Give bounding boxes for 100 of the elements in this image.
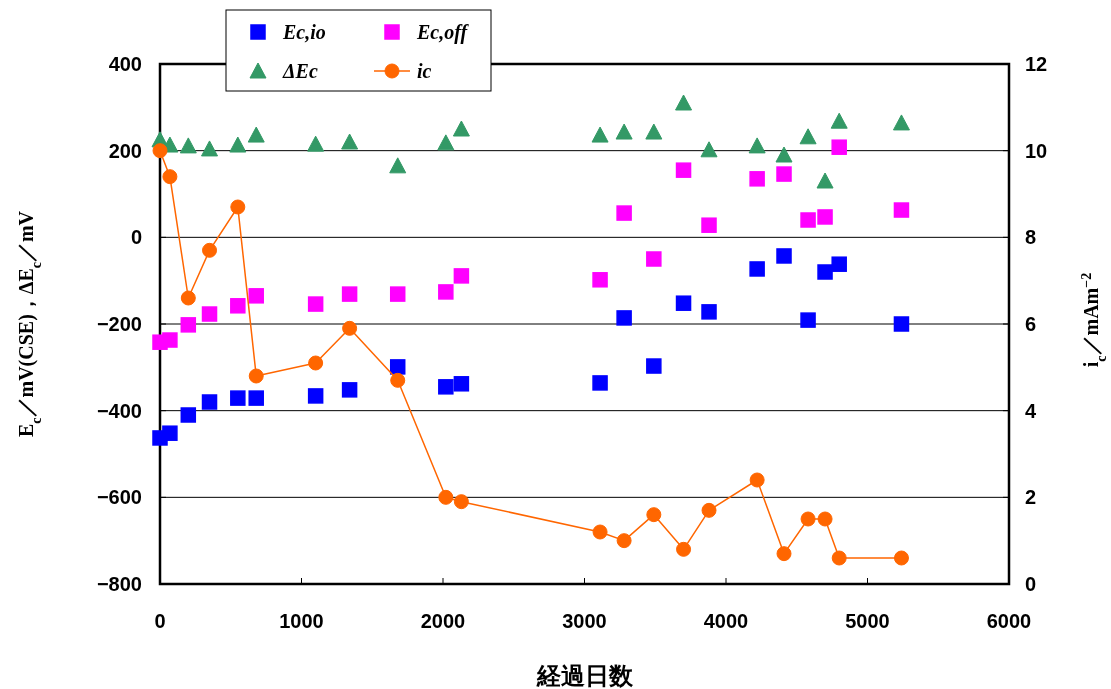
point	[389, 286, 406, 302]
x-tick-label: 0	[154, 610, 166, 632]
point	[438, 284, 454, 300]
point	[453, 268, 470, 284]
point	[800, 312, 816, 328]
x-tick-label: 5000	[845, 610, 890, 632]
point	[645, 123, 663, 140]
point	[229, 136, 247, 153]
point	[152, 143, 168, 159]
point	[307, 135, 325, 152]
y2-tick-label: 8	[1025, 226, 1037, 249]
y2-tick-label: 2	[1025, 486, 1037, 509]
y2-tick-label: 10	[1025, 139, 1048, 162]
point	[247, 126, 265, 143]
point	[775, 146, 793, 163]
point	[592, 272, 608, 288]
y2-tick-label: 4	[1025, 399, 1037, 422]
point	[800, 212, 816, 228]
point	[162, 332, 178, 348]
point	[816, 172, 834, 189]
point	[800, 511, 816, 527]
point	[201, 140, 219, 157]
point	[893, 316, 910, 332]
x-tick-label: 3000	[562, 610, 607, 632]
x-tick-label: 2000	[420, 610, 466, 632]
point	[342, 320, 358, 336]
point	[248, 368, 264, 384]
point	[616, 205, 632, 221]
point	[615, 123, 633, 140]
point	[799, 128, 817, 145]
point	[701, 217, 717, 233]
point	[616, 310, 632, 326]
point	[162, 425, 178, 441]
point	[341, 286, 358, 302]
point	[307, 388, 324, 404]
point	[592, 375, 608, 391]
y-tick-label: 0	[130, 226, 142, 249]
point	[675, 295, 692, 311]
point	[817, 511, 833, 527]
point	[162, 169, 178, 185]
point	[676, 541, 692, 557]
point	[831, 139, 847, 155]
point	[616, 533, 632, 549]
point	[341, 382, 358, 398]
y2-tick-label: 12	[1025, 53, 1048, 75]
point	[453, 494, 469, 510]
y-tick-label: −600	[96, 486, 142, 509]
point	[180, 407, 197, 423]
point	[438, 379, 454, 395]
y2-tick-label: 6	[1025, 313, 1037, 335]
point	[893, 550, 909, 566]
y-tick-label: −200	[96, 313, 142, 335]
point	[700, 141, 718, 158]
legend-label: ΔEc	[282, 60, 318, 82]
point	[749, 171, 765, 187]
point	[389, 157, 407, 174]
point	[701, 502, 717, 518]
point	[180, 290, 196, 306]
point	[201, 306, 218, 322]
point	[831, 550, 847, 566]
point	[701, 304, 717, 320]
point	[749, 472, 765, 488]
point	[748, 137, 766, 154]
point	[307, 296, 324, 312]
y-tick-label: 400	[108, 53, 142, 75]
point	[230, 390, 246, 406]
point	[308, 355, 324, 371]
point	[202, 242, 218, 258]
point	[831, 256, 847, 272]
point	[453, 376, 470, 392]
point	[591, 126, 609, 143]
legend-label: Ec,off	[416, 21, 470, 44]
x-tick-label: 1000	[279, 610, 324, 632]
x-tick-label: 6000	[986, 610, 1032, 632]
point	[817, 209, 833, 225]
point	[675, 94, 693, 111]
x-tick-label: 4000	[703, 610, 749, 632]
point	[341, 133, 359, 150]
point	[390, 372, 406, 388]
y2-tick-label: 0	[1025, 573, 1037, 595]
point	[646, 251, 662, 267]
y-tick-label: −800	[96, 573, 142, 595]
point	[230, 199, 246, 215]
point	[776, 248, 792, 264]
point	[248, 288, 264, 304]
point	[389, 359, 406, 375]
point	[437, 134, 455, 151]
point	[776, 546, 792, 562]
point	[675, 162, 692, 178]
x-axis-title: 経過日数	[535, 662, 634, 689]
point	[592, 524, 608, 540]
point	[893, 202, 910, 218]
y-tick-label: −400	[96, 399, 142, 422]
legend-label: ic	[417, 60, 432, 82]
point	[438, 489, 454, 505]
point	[892, 114, 910, 131]
point	[776, 166, 792, 182]
point	[817, 264, 833, 280]
point	[180, 317, 197, 333]
point	[646, 358, 662, 374]
